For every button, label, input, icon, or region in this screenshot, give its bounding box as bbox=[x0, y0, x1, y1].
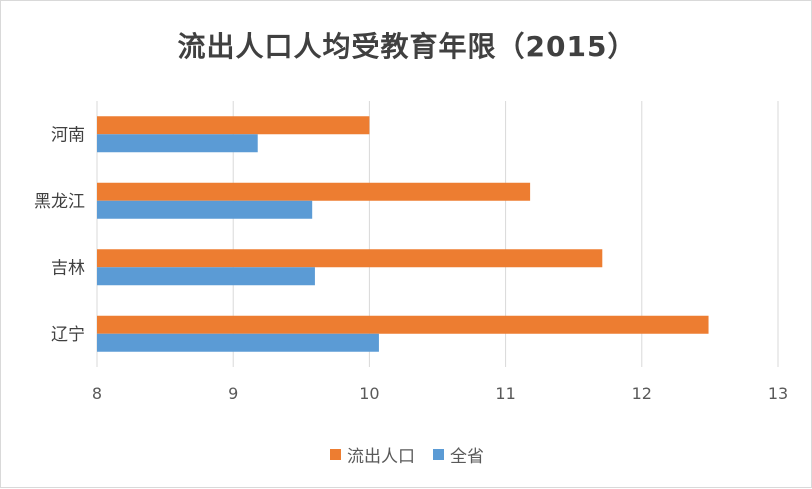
category-label: 辽宁 bbox=[51, 325, 85, 345]
category-label: 吉林 bbox=[51, 258, 85, 278]
x-tick-label: 11 bbox=[495, 384, 515, 403]
bar-outflow bbox=[97, 182, 531, 201]
x-tick-label: 8 bbox=[92, 384, 102, 403]
category-label: 河南 bbox=[51, 125, 85, 145]
legend-label-province: 全省 bbox=[450, 447, 484, 467]
legend-item-outflow: 流出人口 bbox=[330, 442, 415, 467]
legend-item-province: 全省 bbox=[433, 442, 484, 467]
bar-province bbox=[97, 134, 258, 153]
bar-outflow bbox=[97, 315, 709, 334]
bar-province bbox=[97, 267, 315, 286]
legend-swatch-outflow bbox=[330, 449, 341, 460]
x-tick-label: 10 bbox=[359, 384, 379, 403]
x-tick-label: 12 bbox=[632, 384, 652, 403]
legend-label-outflow: 流出人口 bbox=[347, 447, 415, 467]
bar-outflow bbox=[97, 116, 370, 135]
chart-title: 流出人口人均受教育年限（2015） bbox=[177, 30, 637, 63]
bar-province bbox=[97, 200, 313, 219]
bar-province bbox=[97, 333, 379, 352]
legend: 流出人口 全省 bbox=[1, 442, 812, 467]
x-tick-label: 9 bbox=[228, 384, 238, 403]
bar-outflow bbox=[97, 249, 603, 268]
x-tick-label: 13 bbox=[768, 384, 788, 403]
legend-swatch-province bbox=[433, 449, 444, 460]
category-label: 黑龙江 bbox=[34, 192, 85, 212]
